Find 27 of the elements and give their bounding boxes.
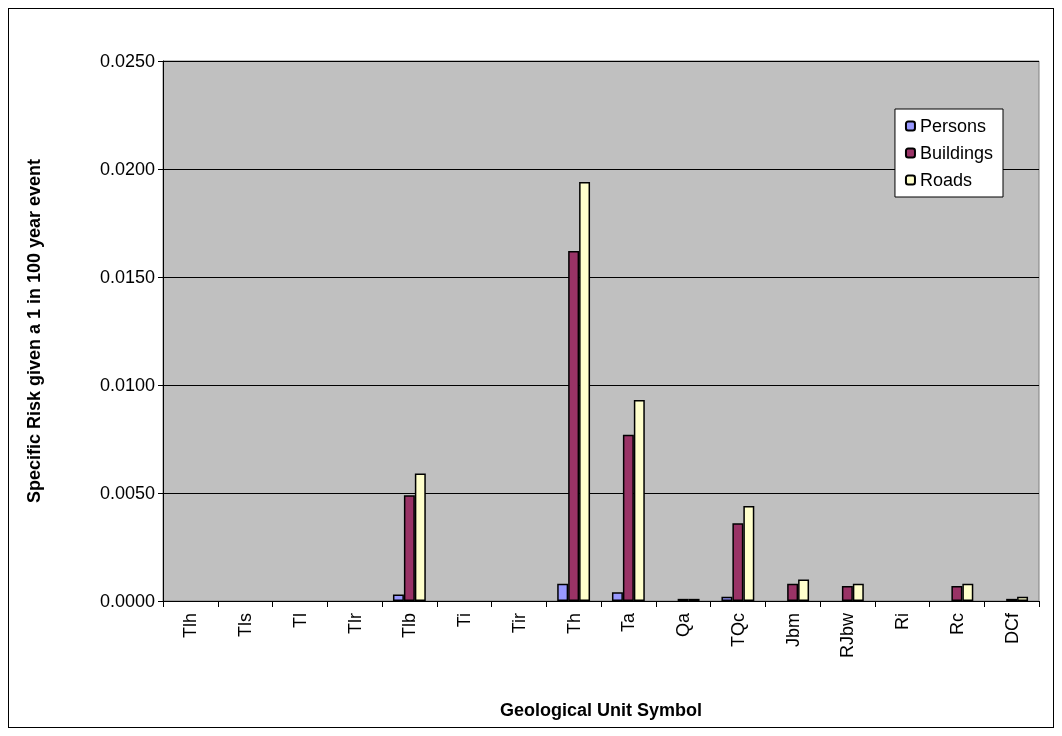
x-tick-label: Tl — [289, 613, 310, 628]
legend-label: Persons — [919, 116, 986, 136]
y-tick-label: 0.0100 — [99, 375, 155, 395]
y-tick-label: 0.0050 — [99, 483, 155, 503]
x-tick-label: Ri — [892, 613, 913, 630]
legend-label: Buildings — [919, 143, 993, 163]
x-tick-label: TQc — [727, 613, 748, 647]
x-tick-label: RJbw — [837, 612, 858, 659]
y-axis-title: Specific Risk given a 1 in 100 year event — [24, 158, 44, 504]
x-tick-label: Qa — [673, 612, 694, 638]
x-tick-label: Tlr — [344, 613, 365, 634]
x-tick-label: Tlh — [180, 613, 201, 639]
x-tick-label: Ti — [454, 613, 475, 628]
x-tick-label: DCf — [1001, 612, 1022, 644]
x-tick-label: Tir — [508, 613, 529, 634]
y-tick-label: 0.0250 — [99, 51, 155, 71]
y-tick-label: 0.0200 — [99, 159, 155, 179]
x-tick-label: Jbm — [782, 613, 803, 648]
x-axis-title: Geological Unit Symbol — [499, 700, 703, 720]
y-tick-label: 0.0150 — [99, 267, 155, 287]
x-tick-label: Th — [563, 613, 584, 635]
y-tick-label: 0.0000 — [99, 591, 155, 611]
x-tick-label: Rc — [946, 613, 967, 635]
legend-label: Roads — [919, 170, 972, 190]
x-tick-label: Tlb — [399, 613, 420, 639]
x-tick-label: Ta — [618, 612, 639, 633]
x-tick-label: Tls — [235, 613, 256, 637]
